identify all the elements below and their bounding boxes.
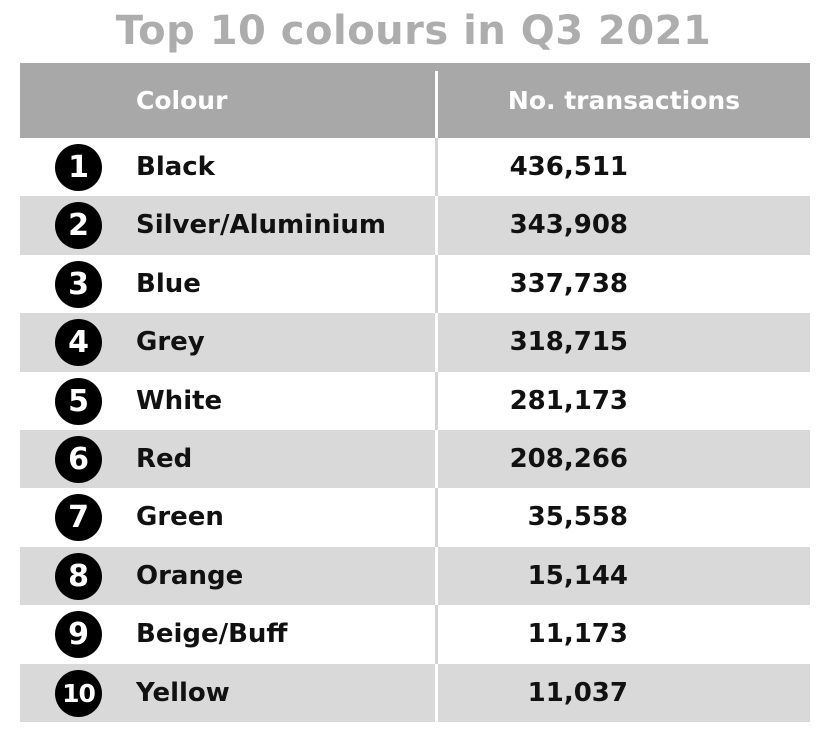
column-divider	[435, 196, 438, 255]
rank-badge: 5	[55, 377, 102, 425]
rank-badge: 2	[55, 202, 102, 250]
colour-name: Yellow	[136, 677, 230, 708]
rank-badge: 8	[55, 552, 102, 600]
transactions-value: 208,266	[509, 443, 628, 474]
colour-name: Red	[136, 443, 193, 474]
column-divider	[435, 429, 438, 489]
rank-badge: 3	[55, 260, 102, 308]
rank-badge: 1	[55, 144, 102, 191]
table-header: Colour No. transactions	[20, 63, 810, 148]
transactions-value: 11,037	[527, 677, 628, 708]
colour-name: Black	[136, 152, 215, 182]
table-row: 5 White 281,173	[20, 371, 810, 430]
column-header-transactions: No. transactions	[507, 86, 741, 115]
table-row: 9 Beige/Buff 11,173	[20, 605, 810, 664]
colour-name: White	[136, 385, 223, 416]
transactions-value: 343,908	[509, 210, 628, 241]
colour-name: Silver/Aluminium	[136, 210, 387, 241]
transactions-value: 15,144	[527, 560, 628, 591]
column-divider	[435, 313, 438, 372]
table-row: 3 Blue 337,738	[20, 254, 810, 314]
column-divider	[435, 488, 438, 547]
table-row: 6 Red 208,266	[20, 429, 810, 489]
transactions-value: 337,738	[509, 268, 628, 299]
transactions-value: 281,173	[509, 385, 628, 416]
colour-name: Green	[136, 502, 224, 533]
colours-table: Colour No. transactions 1 Black 436,511 2 Si…	[20, 63, 810, 722]
table-row: 8 Orange 15,144	[20, 546, 810, 606]
colour-name: Blue	[136, 268, 201, 299]
rank-badge: 9	[55, 611, 102, 659]
column-divider	[435, 71, 438, 148]
column-divider	[435, 546, 438, 606]
column-divider	[435, 138, 438, 197]
column-divider	[435, 371, 438, 430]
colour-name: Grey	[136, 327, 205, 358]
column-divider	[435, 254, 438, 314]
table-row: 7 Green 35,558	[20, 488, 810, 547]
table-row: 2 Silver/Aluminium 343,908	[20, 196, 810, 255]
rank-badge: 4	[55, 319, 102, 367]
column-header-colour: Colour	[136, 86, 228, 115]
rank-badge: 6	[55, 435, 102, 483]
table-row: 1 Black 436,511	[20, 138, 810, 197]
chart-title: Top 10 colours in Q3 2021	[115, 8, 712, 54]
transactions-value: 436,511	[509, 152, 628, 182]
colour-name: Orange	[136, 560, 244, 591]
colour-name: Beige/Buff	[136, 619, 288, 650]
table-row: 10 Yellow 11,037	[20, 663, 810, 722]
column-divider	[435, 663, 438, 722]
table-body: 1 Black 436,511 2 Silver/Aluminium 343,908 3 Bl…	[20, 138, 810, 722]
rank-badge: 7	[55, 494, 102, 542]
transactions-value: 11,173	[527, 619, 628, 650]
column-divider	[435, 605, 438, 664]
rank-badge: 10	[55, 669, 102, 717]
table-row: 4 Grey 318,715	[20, 313, 810, 372]
transactions-value: 35,558	[527, 502, 628, 533]
transactions-value: 318,715	[509, 327, 628, 358]
